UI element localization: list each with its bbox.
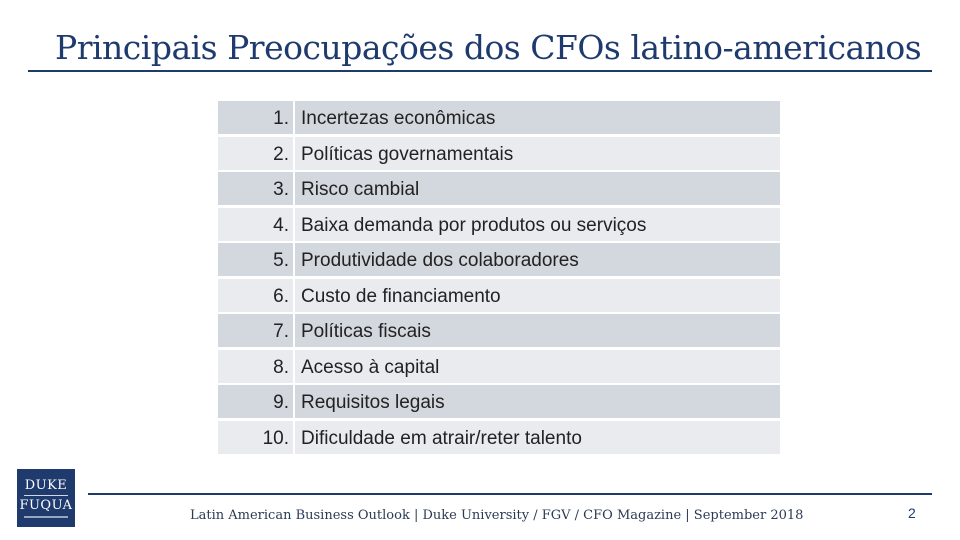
item-text: Baixa demanda por produtos ou serviços	[301, 214, 647, 236]
item-number: 5.	[218, 243, 295, 276]
list-item: 2. Políticas governamentais	[218, 136, 780, 170]
footer-text: Latin American Business Outlook | Duke U…	[190, 508, 804, 523]
list-item: 8. Acesso à capital	[218, 349, 780, 383]
page-number: 2	[908, 505, 916, 521]
item-text: Dificuldade em atrair/reter talento	[301, 427, 582, 449]
item-text: Acesso à capital	[301, 356, 440, 378]
item-number: 7.	[218, 314, 295, 347]
item-number: 2.	[218, 136, 295, 170]
item-number: 9.	[218, 385, 295, 418]
duke-fuqua-logo: DUKE FUQUA	[17, 469, 75, 527]
footer-divider	[88, 493, 932, 495]
logo-tagline-mark	[24, 516, 68, 518]
item-text: Políticas governamentais	[301, 143, 514, 165]
list-item: 7. Políticas fiscais	[218, 314, 780, 347]
concerns-list: 1. Incertezas econômicas 2. Políticas go…	[218, 101, 780, 456]
item-text: Incertezas econômicas	[301, 108, 496, 129]
item-number: 4.	[218, 207, 295, 241]
list-item: 5. Produtividade dos colaboradores	[218, 243, 780, 276]
item-text: Políticas fiscais	[301, 321, 431, 342]
item-text: Requisitos legais	[301, 392, 445, 413]
list-item: 4. Baixa demanda por produtos ou serviço…	[218, 207, 780, 241]
item-text: Custo de financiamento	[301, 285, 501, 307]
logo-divider	[24, 495, 68, 496]
item-number: 10.	[218, 420, 295, 454]
item-number: 3.	[218, 172, 295, 205]
item-text: Risco cambial	[301, 179, 420, 200]
title-divider	[28, 70, 932, 72]
slide-title: Principais Preocupações dos CFOs latino-…	[55, 28, 922, 67]
list-item: 10. Dificuldade em atrair/reter talento	[218, 420, 780, 454]
item-number: 8.	[218, 349, 295, 383]
list-item: 9. Requisitos legais	[218, 385, 780, 418]
list-item: 3. Risco cambial	[218, 172, 780, 205]
logo-line-fuqua: FUQUA	[19, 498, 73, 513]
list-item: 6. Custo de financiamento	[218, 278, 780, 312]
item-number: 6.	[218, 278, 295, 312]
logo-line-duke: DUKE	[24, 478, 68, 493]
list-item: 1. Incertezas econômicas	[218, 101, 780, 134]
item-text: Produtividade dos colaboradores	[301, 250, 579, 271]
item-number: 1.	[218, 101, 295, 134]
